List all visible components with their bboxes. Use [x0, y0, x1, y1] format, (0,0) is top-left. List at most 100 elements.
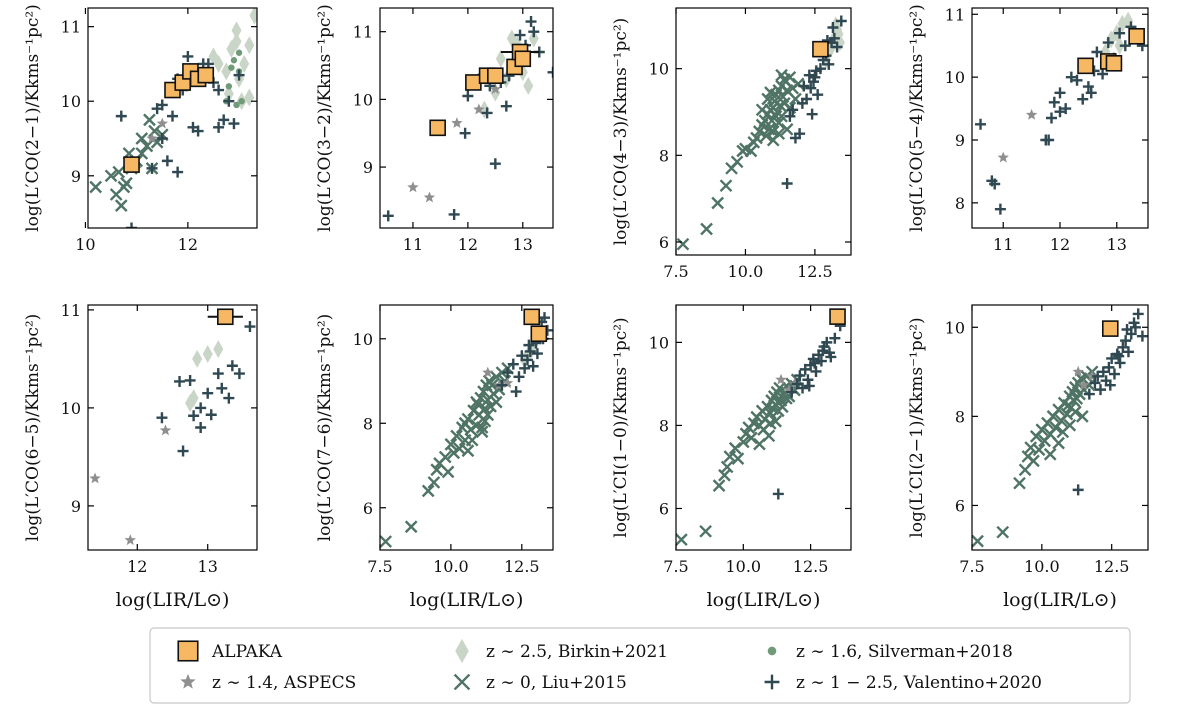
liu-point — [712, 479, 726, 492]
birkin-point — [1114, 36, 1125, 55]
liu-point — [89, 180, 103, 194]
valentino-point — [489, 158, 501, 170]
valentino-point — [202, 387, 214, 399]
y-axis-label: log(L′CO(7−6)/Kkms⁻¹pc²) — [315, 314, 335, 542]
liu-point — [380, 535, 393, 548]
y-tick-label: 8 — [659, 146, 669, 165]
aspecs-point — [501, 377, 514, 388]
y-axis-label: log(L′CO(2−1)/Kkms⁻¹pc²) — [23, 4, 43, 232]
y-tick-label: 10 — [353, 330, 373, 349]
panel-5: 12 13 9 10 11 log(L′CO(6−5)/Kkms⁻¹pc²) log(LIR… — [23, 301, 258, 611]
valentino-point — [1108, 368, 1120, 380]
liu-point — [718, 468, 731, 482]
panel-2: 11 12 13 9 10 11 log(L′CO(3−2)/Kkms⁻¹pc²) — [315, 4, 554, 254]
alpaka-point — [487, 67, 504, 84]
valentino-point — [803, 380, 815, 392]
y-tick-label: 6 — [363, 499, 373, 518]
y-tick-label: 11 — [61, 301, 81, 320]
valentino-point — [831, 41, 843, 53]
x-tick-label: 12 — [127, 557, 147, 576]
y-tick-label: 11 — [945, 5, 965, 24]
valentino-point — [989, 178, 1001, 190]
valentino-point — [527, 360, 539, 372]
valentino-point — [502, 367, 514, 379]
x-tick-label: 12.5 — [793, 557, 829, 576]
valentino-point — [1113, 350, 1125, 362]
y-tick-label: 8 — [659, 416, 669, 435]
y-tick-label: 8 — [955, 194, 965, 213]
y-tick-label: 10 — [945, 318, 965, 337]
valentino-point — [806, 108, 818, 120]
liu-point — [1013, 476, 1026, 490]
legend-entry-alpaka: ALPAKA — [177, 640, 283, 662]
valentino-point — [810, 65, 822, 77]
liu-point — [780, 122, 794, 136]
valentino-point — [821, 336, 833, 348]
valentino-point — [1043, 134, 1055, 146]
liu-point — [465, 433, 479, 447]
valentino-point — [228, 118, 240, 130]
aspecs-point — [775, 373, 787, 385]
valentino-point — [1129, 321, 1141, 333]
liu-point — [719, 179, 733, 193]
valentino-point — [797, 382, 809, 394]
valentino-point — [808, 76, 819, 88]
valentino-point — [195, 422, 207, 433]
aspecs-point — [423, 191, 436, 203]
y-axis-label: log(L′CI(2−1)/Kkms⁻¹pc²) — [907, 317, 927, 537]
legend-label: z ∼ 2.5, Birkin+2021 — [486, 642, 668, 662]
liu-point — [700, 222, 713, 236]
liu-point — [1027, 454, 1040, 468]
valentino-point — [216, 382, 228, 394]
valentino-point — [823, 58, 835, 70]
valentino-point — [462, 90, 474, 102]
axes-frame — [87, 7, 258, 229]
liu-point — [780, 392, 793, 405]
valentino-point — [1054, 106, 1066, 118]
liu-point — [444, 438, 458, 451]
valentino-point — [1085, 87, 1097, 99]
axes-frame — [379, 304, 554, 551]
x-axis-label: log(LIR/L⊙) — [1003, 589, 1117, 611]
valentino-point — [212, 368, 224, 380]
liu-point — [744, 144, 758, 158]
x-tick-label: 11 — [993, 235, 1013, 254]
valentino-point — [1111, 348, 1123, 360]
alpaka-point — [429, 119, 446, 137]
liu-point — [753, 437, 766, 451]
aspecs-point — [451, 117, 463, 128]
x-tick-label: 12 — [178, 235, 198, 254]
valentino-point — [1114, 357, 1126, 369]
valentino-point — [809, 357, 821, 369]
birkin-point — [213, 340, 224, 359]
valentino-point — [507, 358, 519, 370]
valentino-point — [786, 386, 798, 398]
valentino-point — [500, 100, 512, 112]
legend-square-icon — [177, 640, 199, 662]
valentino-point — [174, 375, 186, 387]
valentino-point — [1122, 346, 1134, 358]
valentino-point — [1077, 93, 1089, 105]
valentino-point — [1119, 40, 1131, 52]
liu-point — [731, 452, 745, 465]
valentino-point — [156, 412, 168, 424]
valentino-point — [1097, 366, 1109, 378]
panel-points — [972, 308, 1148, 548]
valentino-point — [195, 402, 207, 414]
valentino-point — [1091, 46, 1103, 58]
panel-1: 10 12 9 10 11 log(L′CO(2−1)/Kkms⁻¹pc²) — [23, 4, 258, 254]
valentino-point — [524, 345, 536, 357]
liu-point — [404, 520, 418, 534]
x-tick-label: 11 — [403, 235, 423, 254]
valentino-point — [510, 386, 522, 398]
valentino-point — [528, 26, 540, 38]
legend-label: ALPAKA — [211, 642, 283, 662]
panel-7: 7.5 10.0 12.5 6 8 10 log(L′CI(1−0)/Kkms⁻¹pc²) l… — [611, 304, 852, 611]
valentino-point — [784, 110, 796, 122]
y-tick-label: 9 — [71, 497, 81, 516]
liu-point — [458, 416, 472, 430]
legend-label: z ∼ 1 − 2.5, Valentino+2020 — [796, 673, 1042, 693]
aspecs-point — [159, 424, 172, 436]
silverman-point — [230, 57, 238, 64]
valentino-point — [1072, 484, 1084, 496]
